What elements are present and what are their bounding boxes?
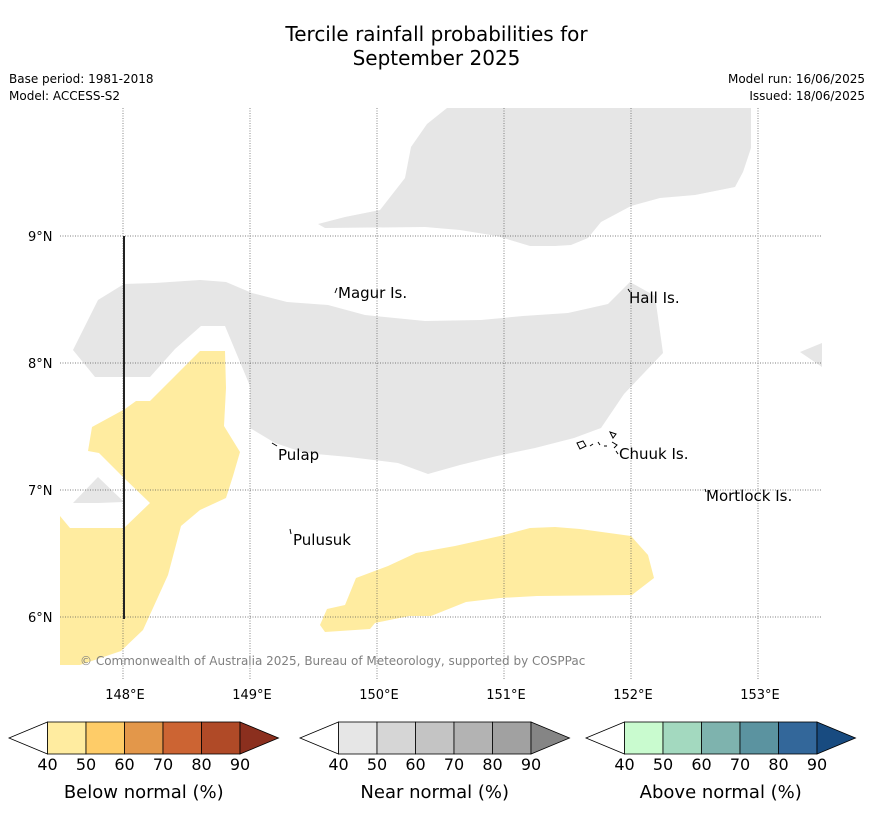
near-normal-region-central bbox=[73, 280, 663, 474]
latitude-labels: 9°N 8°N 7°N 6°N bbox=[28, 230, 53, 626]
place-label-mortlock: Mortlock Is. bbox=[706, 487, 792, 505]
model-run: Model run: 16/06/2025 bbox=[727, 72, 865, 86]
map-title: Tercile rainfall probabilities for Septe… bbox=[0, 22, 873, 70]
title-line-2: September 2025 bbox=[352, 46, 521, 70]
below-normal-colorbar-min-extend bbox=[7, 721, 48, 755]
below-normal-colorbar-tick-label: 50 bbox=[76, 755, 96, 774]
near-normal-colorbar-segment bbox=[415, 721, 455, 755]
below-normal-colorbar-segment bbox=[47, 721, 87, 755]
below-normal-colorbar-tick-label: 80 bbox=[191, 755, 211, 774]
above-normal-colorbar-label: Above normal (%) bbox=[640, 782, 802, 803]
above-normal-colorbar-tick-label: 40 bbox=[614, 755, 634, 774]
lon-label-150e: 150°E bbox=[359, 688, 399, 703]
above-normal-colorbar-tick-label: 60 bbox=[691, 755, 711, 774]
above-normal-colorbar: 40 50 60 70 80 90 Above normal (%) bbox=[584, 721, 857, 803]
lon-label-151e: 151°E bbox=[486, 688, 526, 703]
islands bbox=[271, 287, 707, 535]
near-normal-regions bbox=[73, 108, 822, 503]
near-normal-colorbar-max-extend bbox=[530, 721, 571, 755]
place-label-pulap: Pulap bbox=[278, 446, 319, 464]
above-normal-colorbar-tick-label: 50 bbox=[653, 755, 673, 774]
copyright-notice: © Commonwealth of Australia 2025, Bureau… bbox=[80, 654, 585, 668]
near-normal-colorbar-segment bbox=[492, 721, 532, 755]
near-normal-colorbar-tick-label: 50 bbox=[367, 755, 387, 774]
below-normal-colorbar-tick-label: 40 bbox=[37, 755, 57, 774]
lon-label-149e: 149°E bbox=[232, 688, 272, 703]
chuuk-lagoon-islands bbox=[576, 431, 619, 455]
above-normal-colorbar-min-extend bbox=[584, 721, 625, 755]
lat-label-9n: 9°N bbox=[28, 230, 53, 245]
below-normal-region-south bbox=[320, 527, 654, 632]
issued-date: Issued: 18/06/2025 bbox=[749, 89, 865, 103]
above-normal-colorbar-segment bbox=[624, 721, 664, 755]
place-label-chuuk: Chuuk Is. bbox=[619, 445, 688, 463]
below-normal-regions bbox=[60, 351, 654, 665]
base-period: Base period: 1981-2018 bbox=[9, 72, 154, 86]
above-normal-colorbar-segment bbox=[778, 721, 818, 755]
near-normal-colorbar-tick-label: 60 bbox=[405, 755, 425, 774]
below-normal-colorbar-label: Below normal (%) bbox=[64, 782, 224, 803]
graticule bbox=[60, 108, 822, 680]
below-normal-colorbar-tick-label: 60 bbox=[114, 755, 134, 774]
lon-label-153e: 153°E bbox=[740, 688, 780, 703]
below-normal-colorbar-segment bbox=[85, 721, 125, 755]
near-normal-region-east bbox=[800, 343, 822, 367]
pulap-island-shape bbox=[271, 442, 278, 447]
near-normal-colorbar-tick-label: 70 bbox=[444, 755, 464, 774]
place-labels: Magur Is. Hall Is. Pulap Chuuk Is. Mortl… bbox=[278, 284, 792, 549]
above-normal-colorbar-tick-label: 80 bbox=[768, 755, 788, 774]
lat-label-7n: 7°N bbox=[28, 484, 53, 499]
hall-island-shape bbox=[627, 288, 631, 293]
pulusuk-island-shape bbox=[289, 528, 292, 535]
magur-island-shape bbox=[334, 287, 338, 294]
lat-label-6n: 6°N bbox=[28, 611, 53, 626]
above-normal-colorbar-segment bbox=[662, 721, 702, 755]
longitude-labels: 148°E 149°E 150°E 151°E 152°E 153°E bbox=[105, 688, 780, 703]
below-normal-region-west bbox=[60, 351, 240, 665]
above-normal-colorbar-tick-label: 70 bbox=[730, 755, 750, 774]
below-normal-colorbar-segment bbox=[201, 721, 241, 755]
place-label-magur: Magur Is. bbox=[338, 284, 407, 302]
above-normal-colorbar-tick-label: 90 bbox=[807, 755, 827, 774]
place-label-pulusuk: Pulusuk bbox=[293, 531, 351, 549]
near-normal-colorbar-min-extend bbox=[298, 721, 339, 755]
above-normal-colorbar-max-extend bbox=[816, 721, 857, 755]
lat-label-8n: 8°N bbox=[28, 357, 53, 372]
above-normal-colorbar-segment bbox=[701, 721, 741, 755]
below-normal-colorbar-max-extend bbox=[239, 721, 280, 755]
colorbars: 40 50 60 70 80 90 Below normal (%) 40 50 60 70 80 90… bbox=[7, 721, 857, 803]
model-name: Model: ACCESS-S2 bbox=[9, 89, 121, 103]
near-normal-colorbar-segment bbox=[338, 721, 378, 755]
below-normal-colorbar-segment bbox=[162, 721, 202, 755]
meta-left: Base period: 1981-2018 Model: ACCESS-S2 bbox=[9, 71, 154, 105]
title-line-1: Tercile rainfall probabilities for bbox=[285, 22, 588, 46]
near-normal-colorbar-tick-label: 90 bbox=[521, 755, 541, 774]
near-normal-colorbar: 40 50 60 70 80 90 Near normal (%) bbox=[298, 721, 571, 803]
near-normal-colorbar-segment bbox=[453, 721, 493, 755]
near-normal-colorbar-label: Near normal (%) bbox=[360, 782, 509, 803]
below-normal-colorbar-tick-label: 70 bbox=[153, 755, 173, 774]
lon-label-148e: 148°E bbox=[105, 688, 145, 703]
near-normal-colorbar-tick-label: 80 bbox=[482, 755, 502, 774]
above-normal-colorbar-segment bbox=[739, 721, 779, 755]
near-normal-colorbar-tick-label: 40 bbox=[328, 755, 348, 774]
place-label-hall: Hall Is. bbox=[629, 289, 680, 307]
below-normal-colorbar-tick-label: 90 bbox=[230, 755, 250, 774]
mortlock-island-shape bbox=[704, 488, 707, 493]
lon-label-152e: 152°E bbox=[613, 688, 653, 703]
near-normal-region-north bbox=[318, 108, 751, 246]
near-normal-colorbar-segment bbox=[376, 721, 416, 755]
meta-right: Model run: 16/06/2025 Issued: 18/06/2025 bbox=[728, 71, 865, 105]
below-normal-colorbar-segment bbox=[124, 721, 164, 755]
map-area: Magur Is. Hall Is. Pulap Chuuk Is. Mortl… bbox=[60, 108, 822, 680]
below-normal-colorbar: 40 50 60 70 80 90 Below normal (%) bbox=[7, 721, 280, 803]
